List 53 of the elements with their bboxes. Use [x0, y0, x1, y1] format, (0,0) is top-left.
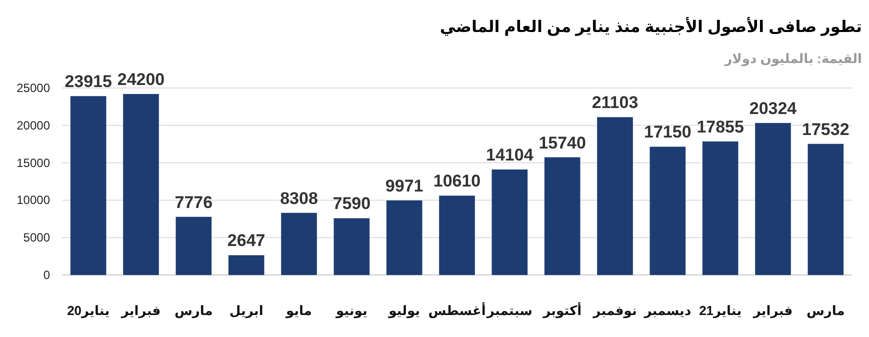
data-label: 9971: [385, 176, 424, 196]
x-tick-label: ابريل: [229, 303, 264, 319]
x-tick-label: يناير21: [699, 303, 742, 319]
x-tick-label: يوليو: [388, 303, 420, 319]
data-label: 17532: [802, 120, 850, 139]
x-tick-label: مايو: [285, 303, 312, 319]
bar: [386, 200, 422, 275]
y-tick-label: 10000: [16, 193, 50, 208]
y-tick-label: 0: [43, 268, 50, 282]
data-label: 15740: [538, 133, 586, 152]
data-label: 17855: [696, 117, 744, 136]
y-tick-label: 25000: [16, 81, 50, 95]
data-label: 14104: [486, 146, 534, 164]
bar: [544, 157, 580, 275]
bar: [228, 255, 264, 275]
data-label: 20324: [749, 98, 798, 118]
x-tick-label: مارس: [174, 303, 213, 319]
x-tick-label: مارس: [806, 303, 845, 319]
data-label: 21103: [592, 93, 638, 112]
y-tick-label: 15000: [16, 156, 50, 170]
x-tick-label: نوفمبر: [592, 303, 637, 319]
data-label: 24200: [117, 70, 165, 89]
x-tick-label: فبراير: [120, 303, 161, 319]
data-label: 23915: [64, 72, 112, 92]
bar: [808, 144, 844, 275]
chart-subtitle: القيمة: بالمليون دولار: [724, 51, 862, 67]
x-tick-label: فبراير: [752, 303, 793, 319]
x-tick-label: يناير20: [67, 303, 110, 319]
bar: [70, 96, 106, 275]
bar: [492, 170, 528, 275]
data-label: 2647: [227, 231, 266, 250]
bar: [702, 141, 738, 275]
bar: [123, 94, 159, 275]
chart-title: تطور صافى الأصول الأجنبية منذ يناير من العام الماضي: [440, 16, 862, 36]
bar: [281, 212, 317, 275]
x-tick-label: يونيو: [334, 303, 368, 319]
bar: [650, 146, 686, 275]
y-tick-label: 20000: [16, 118, 50, 132]
data-label: 10610: [433, 172, 481, 191]
data-label: 7776: [174, 192, 213, 212]
x-tick-label: ديسمبر: [643, 303, 692, 319]
data-label: 8308: [280, 188, 318, 208]
bar: [176, 216, 212, 275]
data-label: 17150: [644, 122, 692, 142]
bar: [334, 218, 370, 275]
x-tick-label: أكتوبر: [542, 302, 582, 319]
bar: [755, 122, 791, 275]
x-tick-label: أغسطس: [428, 302, 486, 319]
data-label: 7590: [332, 194, 371, 214]
y-tick-label: 5000: [23, 230, 50, 245]
bar: [597, 117, 633, 275]
bar: [439, 196, 475, 275]
x-tick-label: سبتمبر: [486, 303, 532, 319]
